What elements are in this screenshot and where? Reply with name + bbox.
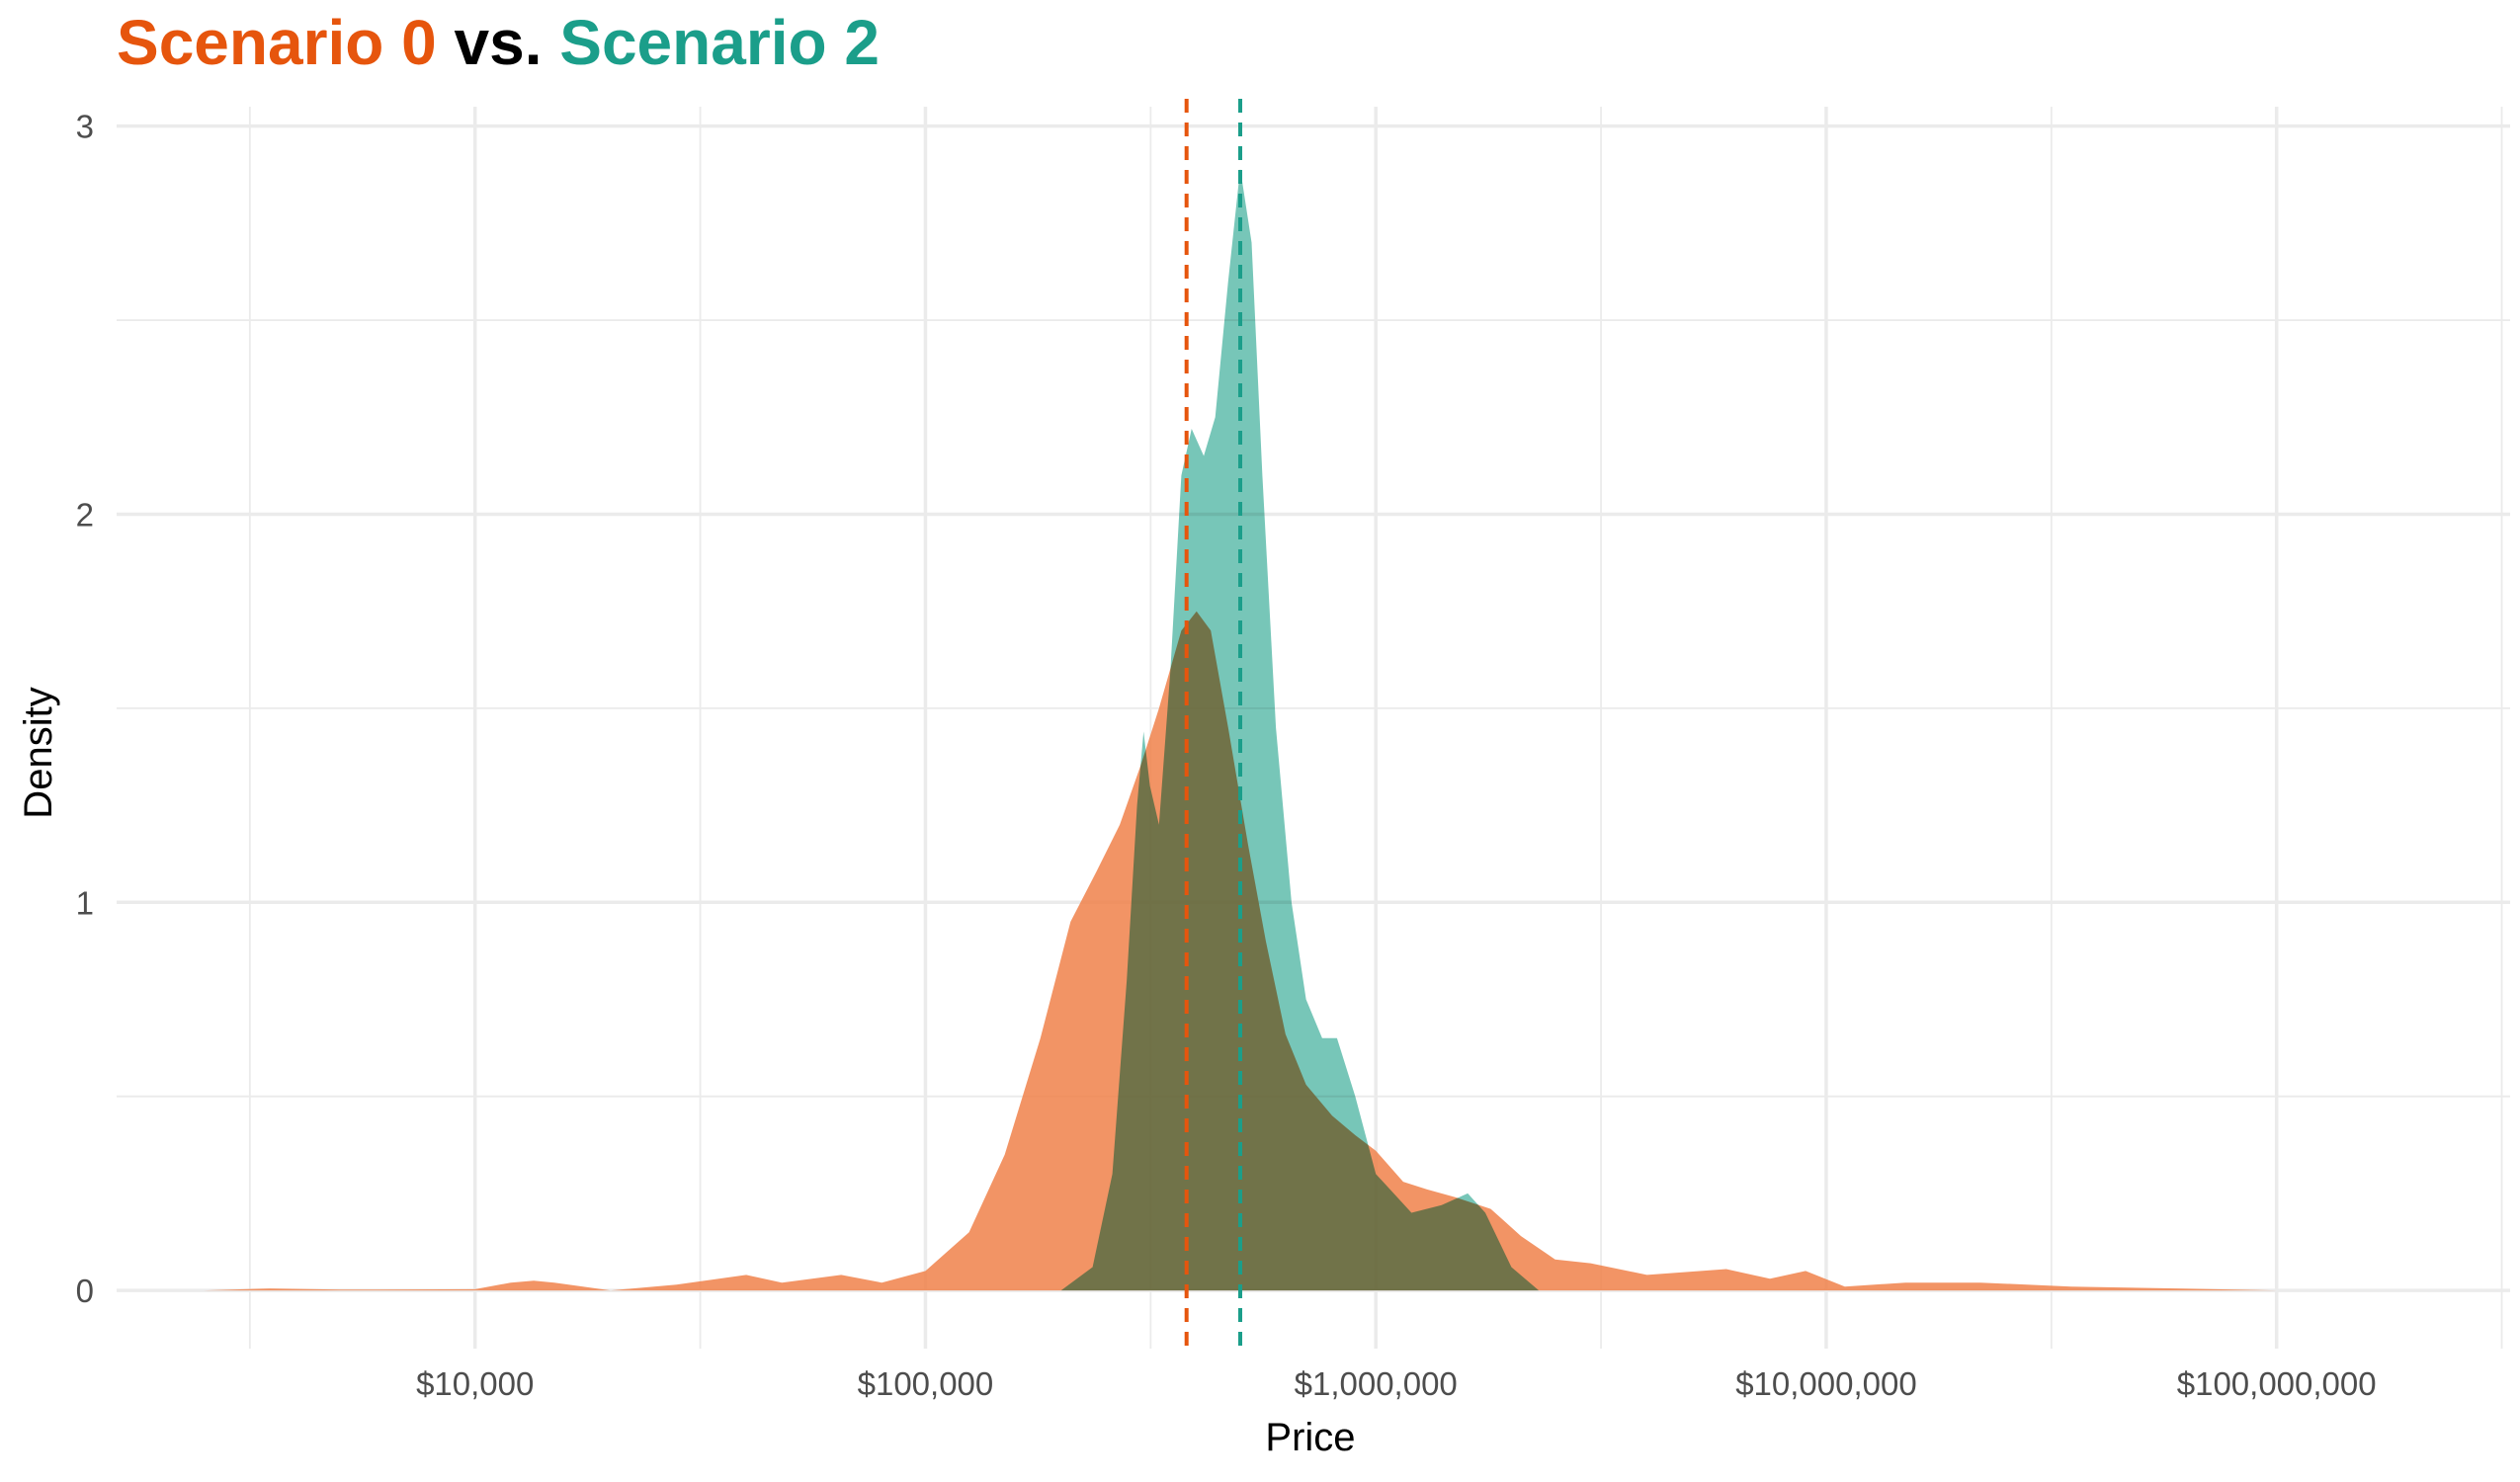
median-lines bbox=[1184, 99, 1243, 1356]
density-area-scenario-2 bbox=[1060, 168, 1540, 1291]
x-tick-label: $10,000,000 bbox=[1735, 1365, 1917, 1402]
x-axis-title: Price bbox=[1265, 1416, 1355, 1459]
title-scenario-2: Scenario 2 bbox=[559, 7, 880, 78]
density-series bbox=[204, 168, 2392, 1291]
x-tick-label: $10,000 bbox=[416, 1365, 534, 1402]
y-tick-label: 1 bbox=[76, 884, 94, 921]
title-scenario-0: Scenario 0 bbox=[117, 7, 437, 78]
chart-title: Scenario 0 vs. Scenario 2 bbox=[117, 6, 880, 79]
y-axis-title: Density bbox=[17, 687, 60, 818]
title-vs: vs. bbox=[436, 7, 560, 78]
y-tick-label: 2 bbox=[76, 496, 94, 533]
x-tick-label: $100,000 bbox=[858, 1365, 994, 1402]
y-tick-label: 0 bbox=[76, 1273, 94, 1309]
x-tick-label: $1,000,000 bbox=[1295, 1365, 1458, 1402]
x-tick-label: $100,000,000 bbox=[2177, 1365, 2377, 1402]
tick-labels: $10,000 $100,000 $1,000,000 $10,000,000 $100… bbox=[76, 109, 2377, 1402]
y-tick-label: 3 bbox=[76, 109, 94, 145]
